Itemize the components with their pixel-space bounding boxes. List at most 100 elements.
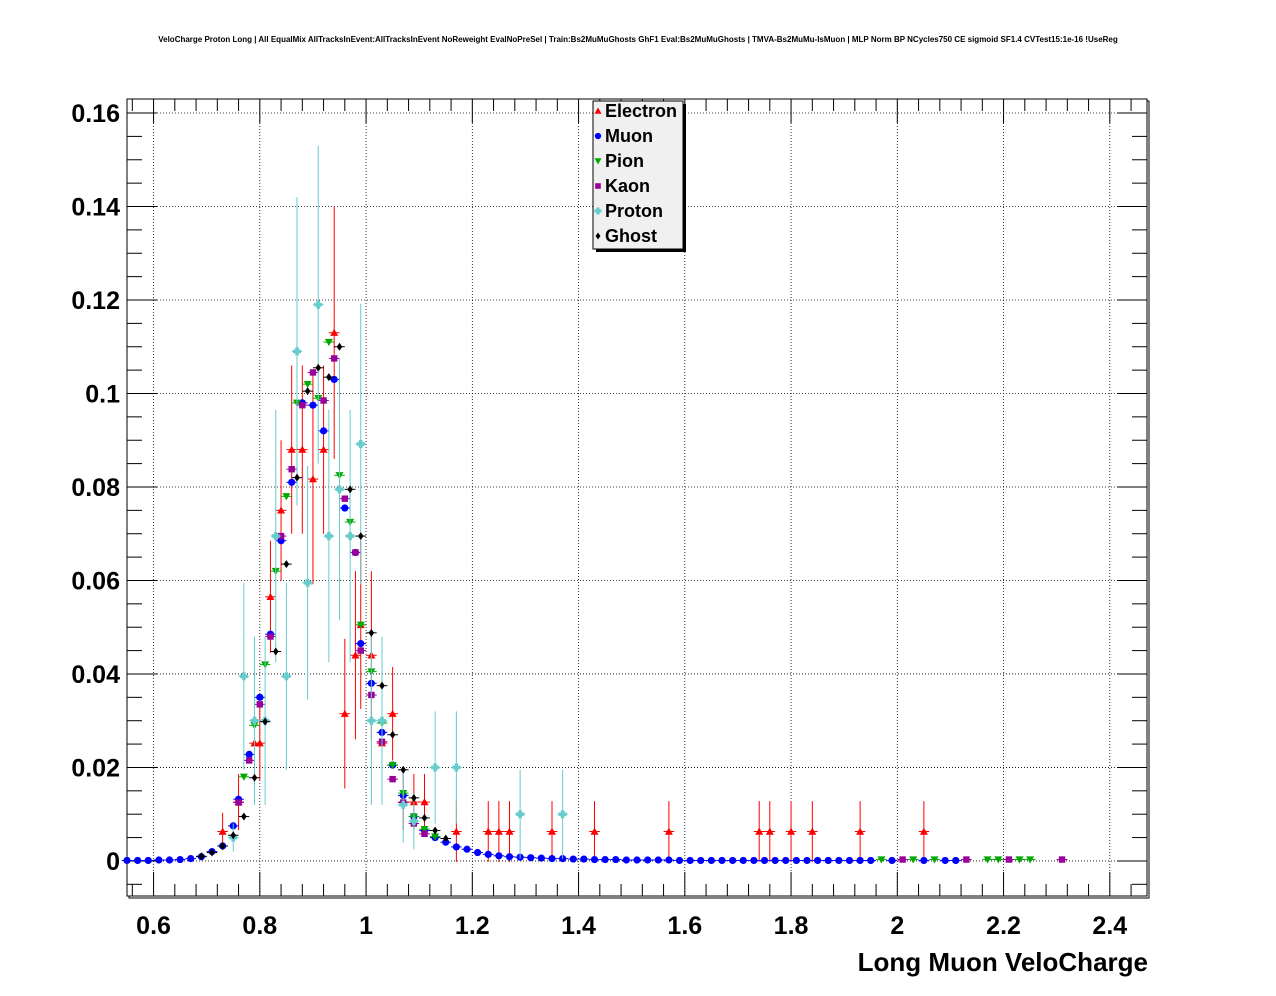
legend-marker [594, 107, 602, 114]
data-point [644, 856, 652, 864]
data-point [686, 856, 694, 865]
data-point [792, 856, 800, 865]
data-point [431, 763, 440, 772]
data-point [267, 633, 274, 640]
data-point [326, 373, 332, 382]
data-point [256, 693, 264, 701]
data-point [144, 856, 152, 865]
legend-label: Proton [605, 201, 663, 221]
data-point [282, 672, 291, 681]
y-tick-label: 0.04 [71, 661, 120, 689]
data-point [352, 549, 359, 556]
data-point [356, 621, 365, 629]
data-point [707, 856, 715, 865]
data-point [760, 856, 769, 865]
legend-label: Electron [605, 101, 677, 121]
data-point [739, 856, 747, 865]
data-point [505, 827, 514, 835]
data-point [239, 773, 248, 781]
data-point [330, 328, 339, 336]
data-point [251, 773, 258, 782]
data-point [771, 856, 779, 865]
data-point [411, 793, 417, 802]
data-point [308, 475, 317, 483]
data-point [134, 856, 142, 865]
data-point [867, 856, 875, 865]
data-point [452, 827, 461, 835]
data-point [899, 856, 906, 863]
data-point [165, 856, 174, 864]
data-point [718, 856, 726, 865]
data-point [389, 775, 396, 783]
data-point [983, 856, 992, 864]
data-point [288, 478, 296, 486]
data-point [245, 750, 253, 758]
data-point [319, 427, 328, 435]
legend-label: Ghost [605, 226, 657, 246]
x-tick-label: 2.2 [986, 912, 1021, 940]
data-point [367, 716, 376, 725]
data-point [303, 380, 312, 389]
data-point [558, 810, 567, 819]
data-point [782, 856, 790, 865]
legend-entry-kaon: Kaon [595, 176, 650, 196]
data-point [765, 827, 774, 835]
chart-title: VeloCharge Proton Long | All EqualMix Al… [158, 35, 1118, 44]
data-point [845, 856, 854, 865]
data-point [474, 848, 482, 857]
data-point [421, 830, 428, 838]
legend-marker [594, 207, 602, 215]
data-point [633, 856, 641, 864]
data-point [729, 856, 737, 865]
data-point [341, 495, 349, 502]
data-point [351, 651, 360, 659]
x-tick-label: 1.6 [667, 912, 702, 940]
data-point [527, 854, 535, 862]
x-tick-label: 1.2 [455, 912, 490, 940]
data-point [262, 717, 268, 726]
data-point [250, 716, 259, 725]
data-point [368, 628, 375, 637]
data-point [612, 855, 620, 864]
data-point [569, 855, 577, 863]
data-point [277, 506, 286, 514]
data-point [814, 856, 822, 865]
data-marks [121, 145, 1068, 865]
data-point [282, 493, 291, 501]
data-point [309, 401, 317, 409]
data-point [1026, 856, 1035, 864]
x-tick-label: 2.4 [1092, 912, 1127, 940]
data-point [654, 856, 662, 864]
data-point [803, 856, 811, 865]
data-point [856, 827, 865, 835]
data-point [335, 485, 344, 494]
legend-entry-electron: Electron [594, 101, 677, 121]
data-point [452, 843, 460, 851]
data-point [494, 827, 503, 835]
series-ghost [196, 342, 452, 861]
data-point [288, 466, 295, 473]
data-point [495, 852, 503, 860]
y-tick-label: 0 [106, 848, 120, 876]
data-point [994, 856, 1003, 864]
data-point [963, 856, 970, 863]
legend-marker [595, 232, 601, 240]
data-point [420, 825, 429, 834]
data-point [304, 387, 311, 396]
data-point [309, 369, 317, 376]
data-point [824, 856, 832, 865]
data-point [409, 817, 418, 826]
legend-marker [595, 183, 601, 189]
data-point [888, 856, 896, 865]
data-point [379, 681, 385, 690]
data-point [256, 701, 264, 708]
data-point [241, 812, 247, 821]
data-point [516, 810, 525, 819]
data-point [356, 439, 365, 448]
legend-marker [594, 132, 602, 140]
data-point [400, 765, 407, 774]
data-point [548, 855, 556, 863]
data-point [399, 800, 408, 809]
data-point [388, 709, 397, 717]
data-point [293, 347, 301, 356]
